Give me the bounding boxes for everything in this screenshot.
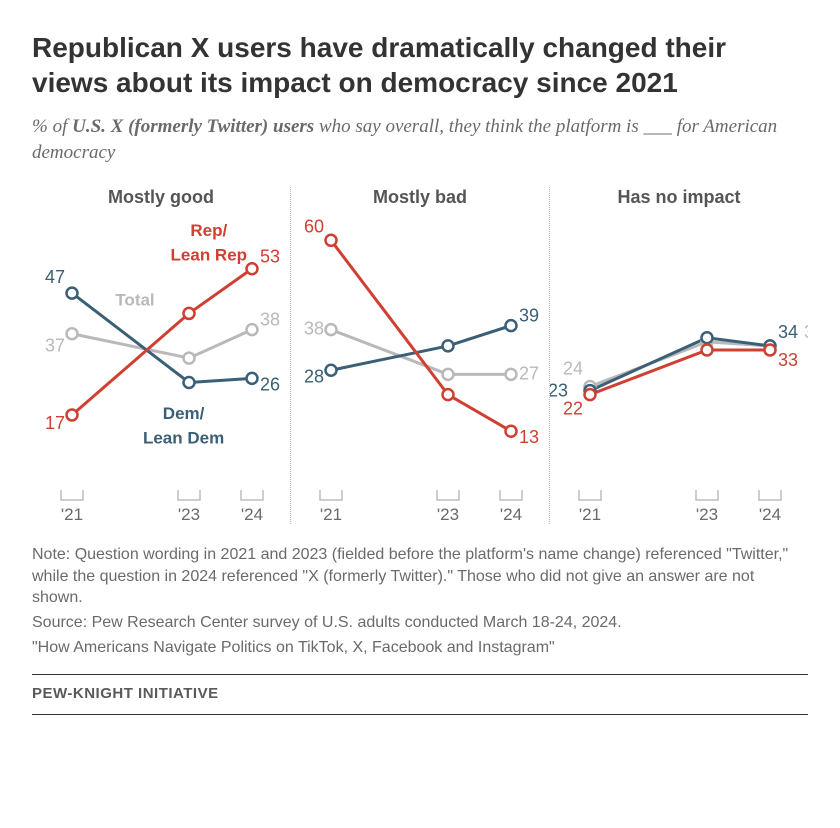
value-label: 33 <box>778 350 798 370</box>
value-label: 28 <box>304 367 324 387</box>
value-label: 38 <box>260 310 280 330</box>
subhead-pre: % of <box>32 116 72 137</box>
series-marker-total <box>184 353 195 364</box>
svg-text:'21: '21 <box>320 505 342 524</box>
value-label: 39 <box>519 306 539 326</box>
series-marker-rep <box>443 389 454 400</box>
series-line-dem <box>590 338 770 391</box>
footnotes: Note: Question wording in 2021 and 2023 … <box>32 544 808 658</box>
series-marker-rep <box>585 389 596 400</box>
series-marker-dem <box>247 373 258 384</box>
series-marker-total <box>506 369 517 380</box>
panel-title: Mostly good <box>32 187 290 208</box>
attribution: PEW-KNIGHT INITIATIVE <box>32 685 808 702</box>
chart-panel: Mostly good '21 '23 '24 47 37 17 53 38 26 Rep/Lean… <box>32 187 290 524</box>
series-marker-rep <box>506 426 517 437</box>
value-label: 60 <box>304 217 324 237</box>
chart-panel: Has no impact '21 '23 '24 242322 34 34 33 <box>549 187 808 524</box>
series-marker-rep <box>702 345 713 356</box>
series-label: Lean Dem <box>143 429 224 448</box>
value-label: 26 <box>260 375 280 395</box>
chart-panel: Mostly bad '21 '23 '24 60 38 28 39 27 13 <box>290 187 549 524</box>
footnote-line: Source: Pew Research Center survey of U.… <box>32 612 808 634</box>
svg-text:'24: '24 <box>241 505 263 524</box>
series-marker-dem <box>67 288 78 299</box>
footnote-line: Note: Question wording in 2021 and 2023 … <box>32 544 808 609</box>
value-label: 23 <box>550 381 568 401</box>
charts-row: Mostly good '21 '23 '24 47 37 17 53 38 26 Rep/Lean… <box>32 187 808 524</box>
svg-text:'21: '21 <box>579 505 601 524</box>
chart-headline: Republican X users have dramatically cha… <box>32 30 808 100</box>
panel-plot: '21 '23 '24 242322 34 34 33 <box>550 214 808 524</box>
series-marker-rep <box>184 308 195 319</box>
divider-rule <box>32 674 808 675</box>
series-marker-rep <box>326 235 337 246</box>
svg-text:'23: '23 <box>178 505 200 524</box>
value-label: 24 <box>563 359 583 379</box>
series-marker-total <box>247 324 258 335</box>
series-label: Lean Rep <box>171 246 248 265</box>
value-label: 13 <box>519 427 539 447</box>
chart-subhead: % of U.S. X (formerly Twitter) users who… <box>32 114 808 165</box>
series-line-rep <box>590 350 770 395</box>
footnote-line: "How Americans Navigate Politics on TikT… <box>32 637 808 659</box>
series-marker-rep <box>765 345 776 356</box>
series-marker-total <box>443 369 454 380</box>
value-label: 34 <box>804 322 808 342</box>
value-label: 34 <box>778 322 798 342</box>
value-label: 17 <box>45 413 65 433</box>
series-marker-dem <box>506 320 517 331</box>
subhead-bold: U.S. X (formerly Twitter) users <box>72 116 314 137</box>
panel-plot: '21 '23 '24 60 38 28 39 27 13 <box>291 214 549 524</box>
bottom-rule <box>32 714 808 715</box>
series-marker-dem <box>702 333 713 344</box>
panel-title: Mostly bad <box>291 187 549 208</box>
series-marker-rep <box>67 410 78 421</box>
series-marker-rep <box>247 264 258 275</box>
value-label: 27 <box>519 364 539 384</box>
value-label: 47 <box>45 267 65 287</box>
value-label: 22 <box>563 399 583 419</box>
series-label: Dem/ <box>163 404 205 423</box>
svg-text:'23: '23 <box>696 505 718 524</box>
svg-text:'23: '23 <box>437 505 459 524</box>
value-label: 53 <box>260 247 280 267</box>
series-marker-dem <box>443 341 454 352</box>
series-label: Rep/ <box>190 222 227 241</box>
panel-title: Has no impact <box>550 187 808 208</box>
series-marker-total <box>326 324 337 335</box>
svg-text:'24: '24 <box>759 505 781 524</box>
series-label: Total <box>115 291 154 310</box>
value-label: 38 <box>304 319 324 339</box>
panel-plot: '21 '23 '24 47 37 17 53 38 26 Rep/Lean Rep Total De… <box>32 214 290 524</box>
series-marker-total <box>67 329 78 340</box>
series-marker-dem <box>326 365 337 376</box>
svg-text:'24: '24 <box>500 505 522 524</box>
series-line-total <box>72 330 252 358</box>
svg-text:'21: '21 <box>61 505 83 524</box>
series-marker-dem <box>184 377 195 388</box>
value-label: 37 <box>45 336 65 356</box>
